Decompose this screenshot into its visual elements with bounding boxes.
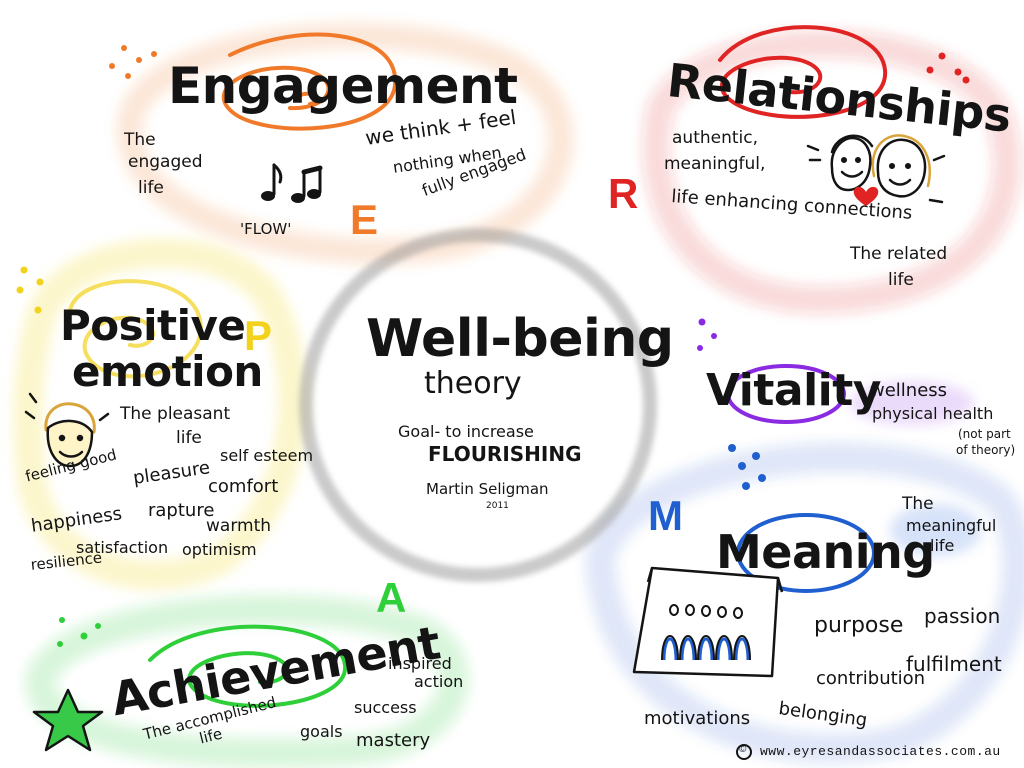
positive-title-line2: emotion (72, 347, 263, 396)
relationships-spiral (718, 25, 888, 119)
center-title: Well-being (366, 309, 674, 369)
engagement-dots (109, 45, 157, 79)
ballot-box-icon (632, 566, 784, 678)
warmth: warmth (206, 516, 272, 536)
meaningful-life-line1: The (902, 494, 934, 514)
smiley-face-icon (24, 392, 110, 468)
vitality-physical-health: physical health (872, 404, 994, 423)
relationships-related-line1: The related (850, 244, 948, 264)
meaning-highlight (890, 504, 982, 556)
achievement-spiral (148, 624, 348, 708)
center-ring (299, 228, 657, 582)
vitality-note-line2: of theory) (956, 443, 1016, 457)
flow-label: 'FLOW' (240, 220, 292, 238)
relationships-dots (926, 52, 970, 84)
positive-spiral (68, 279, 203, 379)
engaged-life-line1: The (124, 130, 156, 150)
footer-url[interactable]: www.eyresandassociates.com.au (760, 744, 1001, 759)
achievement-success: success (354, 698, 417, 717)
positive-halo (13, 238, 308, 591)
achievement-dots (57, 617, 101, 647)
engagement-letter: E (350, 196, 379, 243)
meaningful-life-line2: meaningful (906, 516, 997, 535)
self-esteem: self esteem (220, 446, 314, 465)
positive-title-line1: Positive (60, 301, 246, 350)
meaning-contribution: contribution (816, 668, 926, 689)
heart-icon (853, 186, 879, 206)
achievement-inspired-line2: action (414, 672, 464, 691)
relationships-auth-line2: meaningful, (664, 154, 766, 174)
satisfaction: satisfaction (76, 538, 169, 557)
achievement-goals: goals (300, 722, 343, 741)
positive-letter: P (244, 312, 273, 359)
achievement-inspired-line1: inspired (388, 654, 452, 673)
music-notes-icon (261, 163, 323, 203)
meaningful-life-line3: life (930, 536, 955, 555)
relationships-auth-line1: authentic, (672, 128, 759, 148)
relationships-halo (642, 29, 1021, 315)
vitality-note-line1: (not part (958, 427, 1011, 441)
achievement-mastery: mastery (356, 730, 431, 751)
meaning-dots (728, 444, 766, 490)
achievement-letter: A (376, 574, 407, 621)
meaning-halo (584, 442, 1024, 764)
footer-copyright: © (739, 744, 747, 755)
meaning-letter: M (648, 492, 683, 539)
pleasant-life-line2: life (176, 428, 202, 448)
center-goal: Goal- to increase (398, 422, 534, 441)
copyright-icon (736, 744, 752, 760)
meaning-ellipse (736, 513, 876, 593)
center-flourishing: FLOURISHING (428, 442, 582, 466)
engagement-halo (116, 22, 574, 265)
vitality-highlight (850, 381, 974, 425)
engaged-life-line3: life (138, 178, 164, 198)
pleasant-life-line1: The pleasant (120, 404, 231, 424)
comfort: comfort (208, 476, 279, 497)
vitality-dots (697, 318, 717, 351)
optimism: optimism (182, 540, 257, 559)
center-subtitle: theory (424, 366, 522, 401)
engagement-title: Engagement (168, 57, 518, 115)
couple-faces-icon (806, 134, 946, 204)
rapture: rapture (148, 500, 215, 521)
vitality-wellness: wellness (870, 380, 948, 401)
vitality-ellipse (726, 364, 846, 424)
meaning-purpose: purpose (814, 613, 904, 638)
meaning-fulfilment: fulfilment (906, 652, 1002, 676)
center-year: 2011 (486, 501, 509, 511)
relationships-letter: R (608, 170, 639, 217)
meaning-title: Meaning (716, 525, 935, 579)
center-author: Martin Seligman (426, 480, 549, 498)
engaged-life-line2: engaged (128, 152, 203, 172)
vitality-title: Vitality (706, 365, 881, 416)
relationships-related-line2: life (888, 270, 914, 290)
star-icon (32, 688, 104, 752)
positive-dots (16, 266, 44, 314)
achievement-halo (24, 594, 469, 768)
engagement-spiral (221, 32, 398, 131)
meaning-passion: passion (924, 604, 1001, 628)
meaning-motivations: motivations (644, 708, 751, 729)
